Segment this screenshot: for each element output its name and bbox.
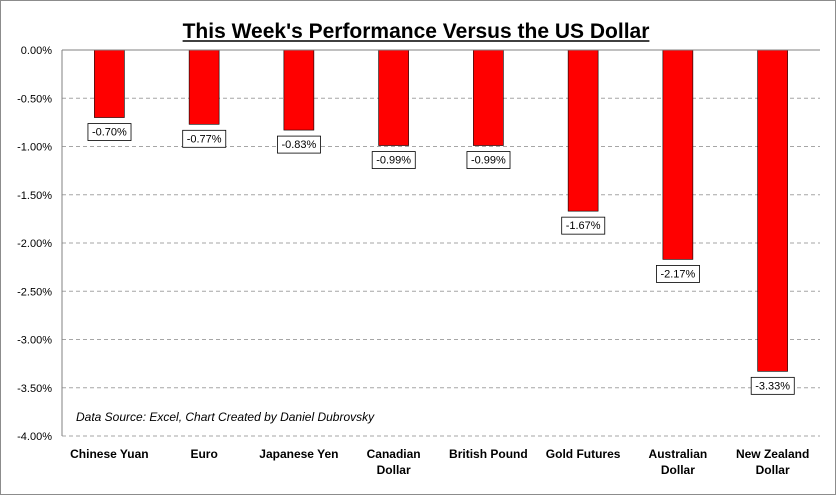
data-label-text: -0.99% xyxy=(471,155,506,167)
bar xyxy=(378,49,409,146)
y-tick-label: -0.50% xyxy=(17,93,52,105)
data-label-text: -2.17% xyxy=(660,268,695,280)
data-label-text: -0.77% xyxy=(187,133,222,145)
y-tick-label: 0.00% xyxy=(21,45,52,57)
data-label: -2.17% xyxy=(656,265,700,283)
chart-annotation: Data Source: Excel, Chart Created by Dan… xyxy=(76,410,375,424)
data-label: -0.77% xyxy=(182,129,227,148)
data-label: -0.99% xyxy=(466,151,511,169)
y-tick-label: -3.50% xyxy=(17,383,52,395)
data-label: -3.33% xyxy=(750,376,795,395)
y-tick-label: -1.00% xyxy=(17,142,52,154)
data-label-text: -0.83% xyxy=(281,139,316,151)
y-tick-label: -2.50% xyxy=(17,286,52,298)
y-tick-label: -2.00% xyxy=(17,238,52,250)
data-label: -0.70% xyxy=(87,123,132,141)
data-label-text: -0.70% xyxy=(92,127,127,139)
x-tick-label: Euro xyxy=(190,447,217,461)
data-label-text: -0.99% xyxy=(376,155,411,167)
x-tick-label: Gold Futures xyxy=(546,447,621,461)
x-tick-label: New Zealand Dollar xyxy=(736,447,809,477)
y-tick-label: -3.00% xyxy=(17,335,52,347)
x-tick-label: Australian Dollar xyxy=(649,447,708,477)
bar xyxy=(283,49,315,131)
x-tick-label: Canadian Dollar xyxy=(367,447,421,477)
y-tick-label: -4.00% xyxy=(17,431,52,443)
x-tick-label: Chinese Yuan xyxy=(70,447,148,461)
x-tick-label: British Pound xyxy=(449,447,528,461)
data-label: -0.99% xyxy=(371,151,416,169)
y-tick-label: -1.50% xyxy=(17,190,52,202)
bar xyxy=(473,49,504,146)
bar xyxy=(757,49,788,372)
data-label: -1.67% xyxy=(561,216,606,235)
x-tick-label: Japanese Yen xyxy=(259,447,338,461)
bar xyxy=(188,49,220,125)
data-label: -0.83% xyxy=(277,135,321,154)
data-label-text: -3.33% xyxy=(755,380,790,392)
bar xyxy=(662,49,694,260)
bar xyxy=(94,49,125,118)
bar xyxy=(567,49,599,212)
chart-title: This Week's Performance Versus the US Do… xyxy=(183,20,650,43)
data-label-text: -1.67% xyxy=(566,220,601,232)
